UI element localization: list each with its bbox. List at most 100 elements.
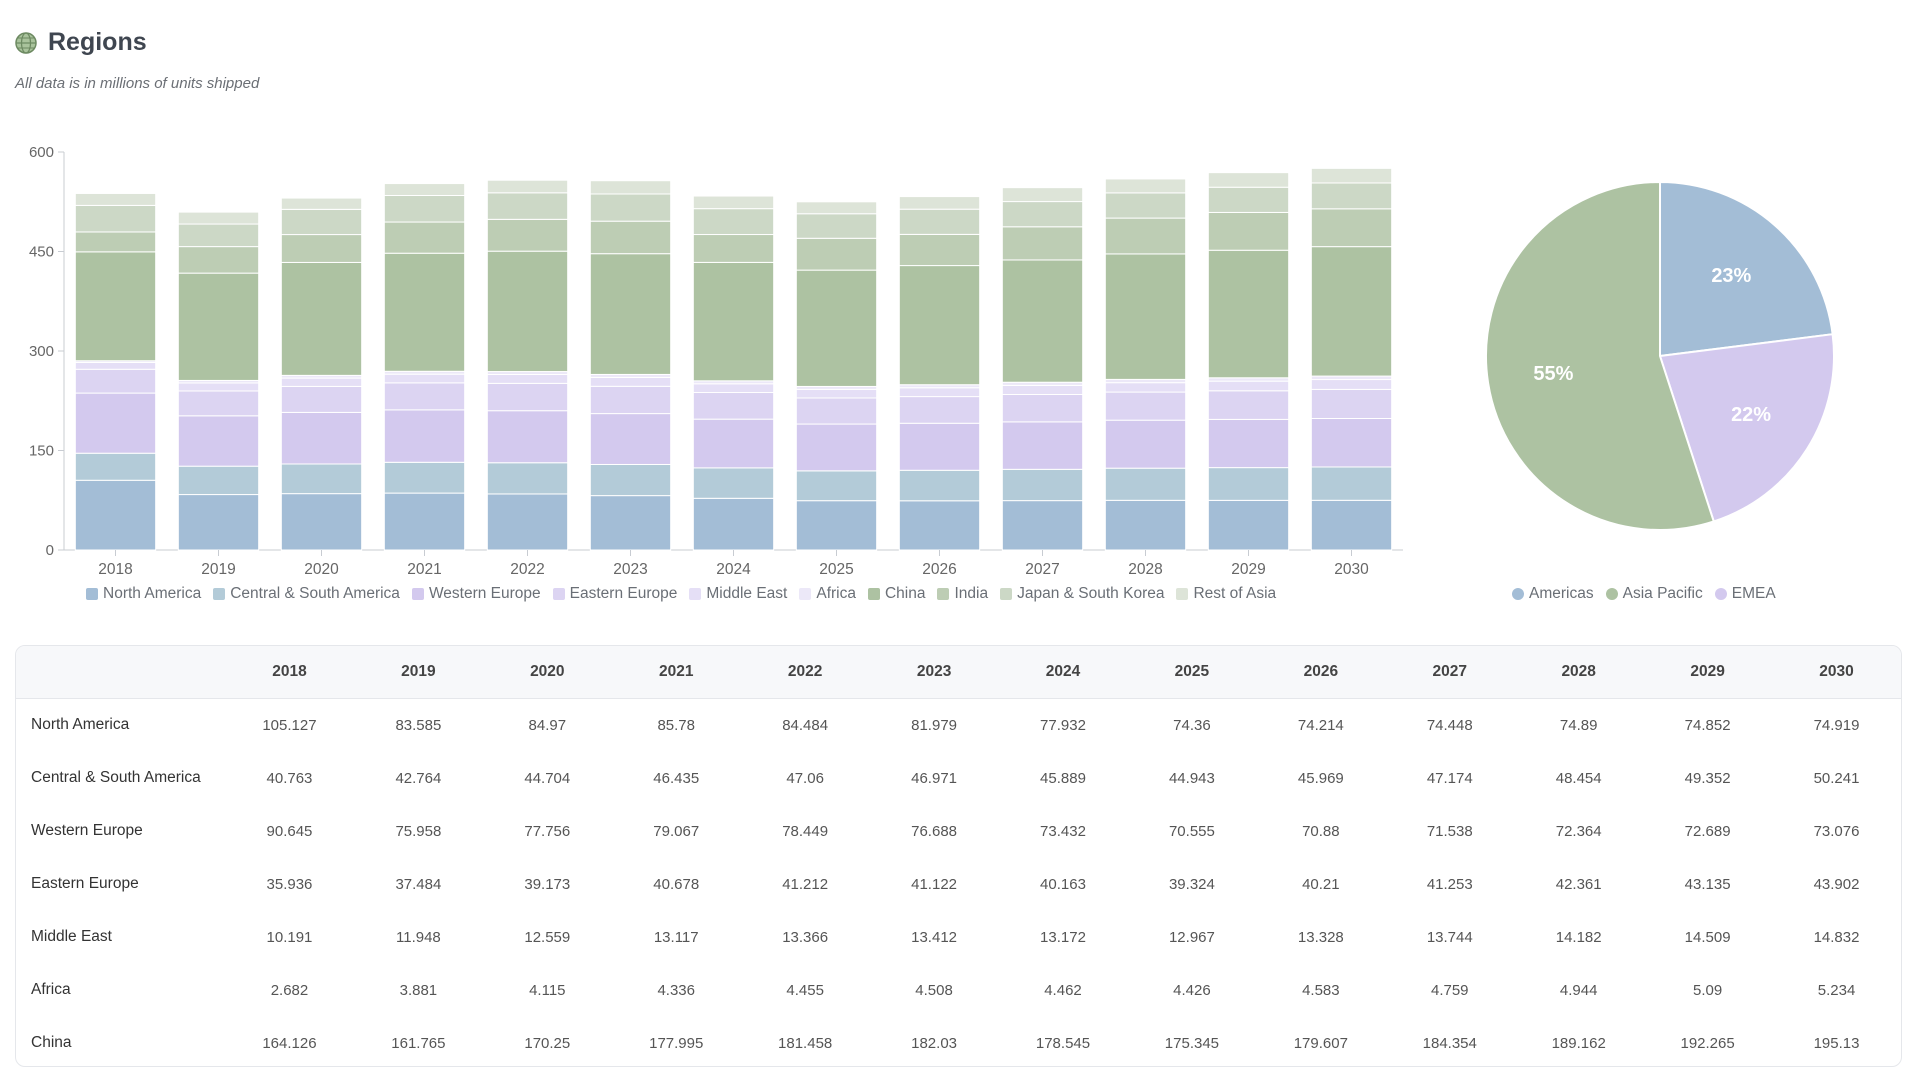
bar-segment [1311,376,1391,379]
table-cell: 50.241 [1772,752,1901,805]
bar-segment [75,193,155,205]
legend-item[interactable]: Americas [1512,585,1594,603]
legend-item[interactable]: Western Europe [412,585,541,603]
bar-segment [590,377,670,386]
table-cell: 83.585 [354,698,483,752]
legend-item[interactable]: North America [86,585,201,603]
column-header: 2018 [225,646,354,698]
bar-segment [75,453,155,480]
table-cell: 13.744 [1385,911,1514,964]
legend-item[interactable]: Rest of Asia [1176,585,1276,603]
legend-item[interactable]: Japan & South Korea [1000,585,1164,603]
bar-segment [693,498,773,550]
legend-swatch [689,588,701,600]
bar-segment [1105,392,1185,420]
table-cell: 46.971 [870,752,999,805]
table-cell: 43.135 [1643,858,1772,911]
legend-swatch [799,588,811,600]
bar-segment [590,386,670,413]
table-cell: 40.21 [1256,858,1385,911]
legend-item[interactable]: India [937,585,988,603]
bar-segment [487,193,567,220]
bar-segment [178,224,258,247]
bar-segment [1105,383,1185,392]
table-cell: 12.967 [1127,911,1256,964]
column-header: 2028 [1514,646,1643,698]
bar-segment [796,238,876,270]
legend-item[interactable]: Eastern Europe [553,585,678,603]
table-cell: 74.89 [1514,698,1643,752]
bar-segment [1208,381,1288,391]
bar-segment [487,411,567,463]
legend-label: Middle East [706,585,787,603]
bar-segment [281,198,361,209]
table-cell: 14.182 [1514,911,1643,964]
bar-segment [796,270,876,386]
row-label: North America [16,698,225,752]
table-cell: 42.361 [1514,858,1643,911]
table-cell: 71.538 [1385,805,1514,858]
bar-segment [75,363,155,370]
legend-label: Japan & South Korea [1017,585,1164,603]
column-header: 2022 [741,646,870,698]
row-label: Middle East [16,911,225,964]
table-cell: 13.172 [999,911,1128,964]
table-cell: 74.448 [1385,698,1514,752]
y-tick-label: 0 [46,542,54,559]
bar-segment [899,423,979,470]
bar-segment [590,194,670,221]
bar-segment [178,466,258,494]
bar-segment [796,424,876,471]
bar-segment [1208,250,1288,378]
legend-label: Eastern Europe [570,585,678,603]
table-cell: 170.25 [483,1017,612,1067]
table-cell: 4.115 [483,964,612,1017]
table-cell: 4.759 [1385,964,1514,1017]
bar-segment [1311,500,1391,550]
bar-segment [487,375,567,384]
table-cell: 70.88 [1256,805,1385,858]
bar-segment [384,493,464,550]
bar-segment [75,205,155,232]
bar-segment [693,384,773,393]
bar-segment [796,501,876,550]
legend-item[interactable]: China [868,585,926,603]
bar-segment [178,247,258,274]
table-cell: 72.689 [1643,805,1772,858]
legend-item[interactable]: EMEA [1715,585,1776,603]
row-label: Western Europe [16,805,225,858]
table-cell: 4.455 [741,964,870,1017]
table-cell: 189.162 [1514,1017,1643,1067]
bar-segment [281,262,361,375]
table-cell: 42.764 [354,752,483,805]
bar-segment [590,181,670,194]
bar-segment [899,209,979,234]
legend-item[interactable]: Central & South America [213,585,400,603]
row-label: China [16,1017,225,1067]
bar-segment [487,383,567,410]
bar-segment [796,398,876,424]
table-corner-cell [16,646,225,698]
legend-label: EMEA [1732,585,1776,603]
table-cell: 73.076 [1772,805,1901,858]
pie-chart: 23%22%55% [1440,120,1900,540]
x-tick-label: 2027 [1025,561,1059,578]
legend-item[interactable]: Africa [799,585,856,603]
bar-segment [1311,419,1391,467]
y-tick-label: 150 [29,443,54,460]
legend-item[interactable]: Middle East [689,585,787,603]
table-cell: 45.889 [999,752,1128,805]
column-header: 2026 [1256,646,1385,698]
bar-segment [487,251,567,371]
column-header: 2023 [870,646,999,698]
table-cell: 4.462 [999,964,1128,1017]
legend-item[interactable]: Asia Pacific [1606,585,1703,603]
table-cell: 74.214 [1256,698,1385,752]
table-cell: 181.458 [741,1017,870,1067]
bar-segment [384,374,464,383]
row-label: Africa [16,964,225,1017]
bar-segment [178,416,258,466]
bar-segment [1208,500,1288,550]
